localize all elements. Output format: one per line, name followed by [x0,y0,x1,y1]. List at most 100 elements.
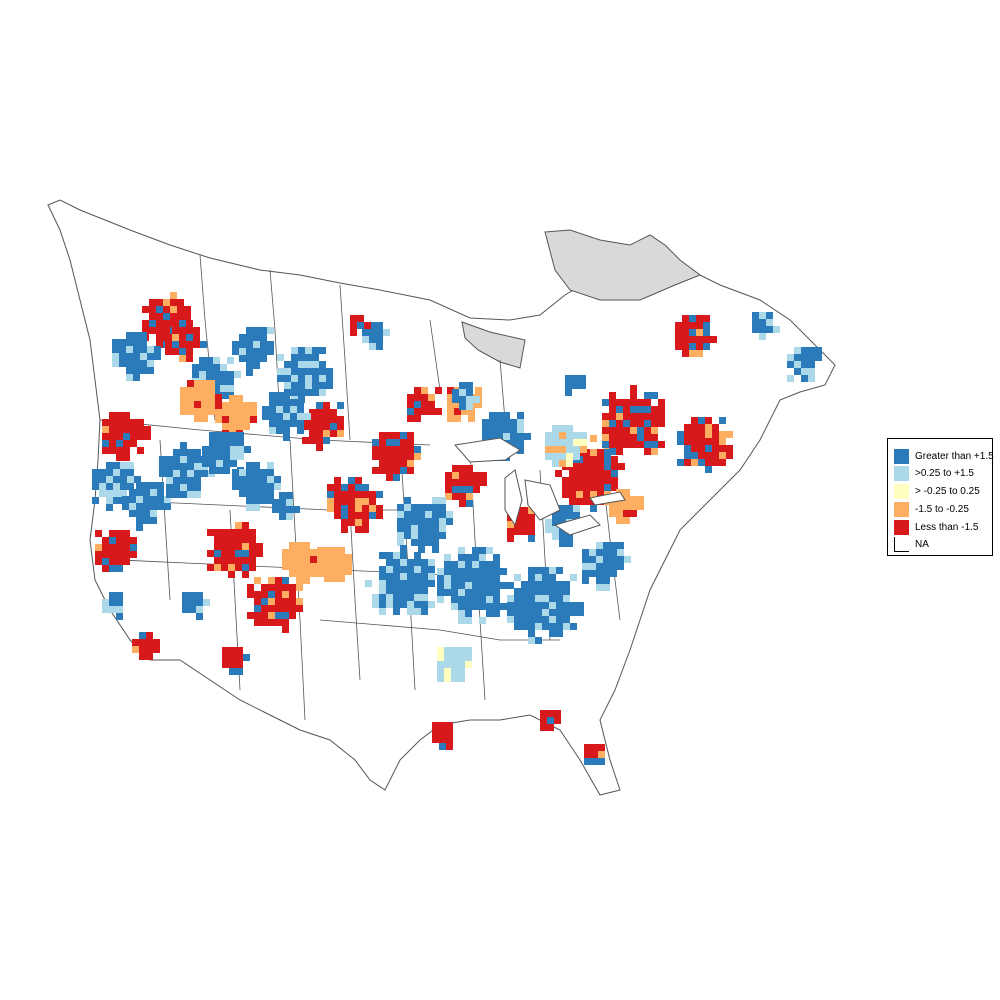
trend-cell [435,408,442,415]
trend-cell [170,313,177,320]
trend-cell [386,580,393,587]
trend-cell [102,606,109,613]
trend-cell [216,446,223,453]
trend-cell [432,504,439,511]
trend-cell [566,540,573,547]
trend-cell [766,319,773,326]
trend-cell [393,608,400,615]
trend-cell [189,606,196,613]
trend-cell [411,504,418,511]
trend-cell [260,476,267,483]
trend-cell [350,329,357,336]
trend-cell [376,512,383,519]
trend-cell [602,420,609,427]
trend-cell [458,610,465,617]
trend-cell [566,439,573,446]
trend-cell [549,567,556,574]
trend-cell [549,623,556,630]
trend-cell [554,717,561,724]
trend-cell [400,453,407,460]
trend-cell [127,469,134,476]
trend-cell [126,367,133,374]
trend-cell [239,483,246,490]
trend-cell [414,580,421,587]
trend-cell [712,452,719,459]
trend-cell [752,326,759,333]
trend-cell [236,395,243,402]
trend-cell [153,639,160,646]
trend-cell [243,423,250,430]
trend-cell [136,517,143,524]
trend-cell [112,339,119,346]
trend-cell [312,375,319,382]
trend-cell [223,432,230,439]
trend-cell [386,559,393,566]
trend-cell [444,668,451,675]
trend-cell [109,558,116,565]
trend-cell [269,392,276,399]
trend-cell [397,518,404,525]
trend-cell [514,574,521,581]
trend-cell [267,469,274,476]
trend-cell [116,426,123,433]
trend-cell [535,567,542,574]
trend-cell [569,470,576,477]
trend-cell [310,563,317,570]
trend-cell [411,518,418,525]
trend-cell [583,484,590,491]
trend-cell [584,758,591,765]
trend-cell [242,522,249,529]
trend-cell [689,322,696,329]
trend-cell [214,557,221,564]
trend-cell [815,354,822,361]
trend-cell [597,449,604,456]
trend-cell [348,477,355,484]
trend-cell [230,446,237,453]
trend-cell [432,539,439,546]
trend-cell [556,616,563,623]
trend-cell [319,347,326,354]
trend-cell [542,609,549,616]
trend-cell [451,668,458,675]
trend-cell [310,570,317,577]
trend-cell [514,588,521,595]
trend-cell [95,551,102,558]
trend-cell [583,456,590,463]
trend-cell [815,347,822,354]
trend-cell [187,491,194,498]
trend-cell [254,598,261,605]
trend-cell [590,435,597,442]
trend-cell [616,441,623,448]
trend-cell [242,543,249,550]
trend-cell [213,371,220,378]
trend-cell [705,424,712,431]
trend-cell [312,354,319,361]
trend-cell [569,477,576,484]
trend-cell [425,539,432,546]
trend-cell [331,568,338,575]
trend-cell [383,329,390,336]
trend-cell [611,463,618,470]
trend-cell [458,582,465,589]
trend-cell [545,439,552,446]
trend-cell [261,591,268,598]
trend-cell [604,463,611,470]
trend-cell [293,506,300,513]
trend-cell [298,347,305,354]
trend-cell [596,584,603,591]
trend-cell [514,602,521,609]
trend-cell [472,603,479,610]
trend-cell [618,463,625,470]
trend-cell [597,484,604,491]
trend-cell [689,315,696,322]
trend-cell [705,445,712,452]
trend-cell [563,595,570,602]
legend: Greater than +1.5 >0.25 to +1.5 > -0.25 … [887,438,994,556]
trend-cell [528,602,535,609]
trend-cell [297,399,304,406]
trend-cell [472,561,479,568]
trend-cell [282,577,289,584]
trend-cell [682,336,689,343]
trend-cell [116,454,123,461]
trend-cell [136,496,143,503]
